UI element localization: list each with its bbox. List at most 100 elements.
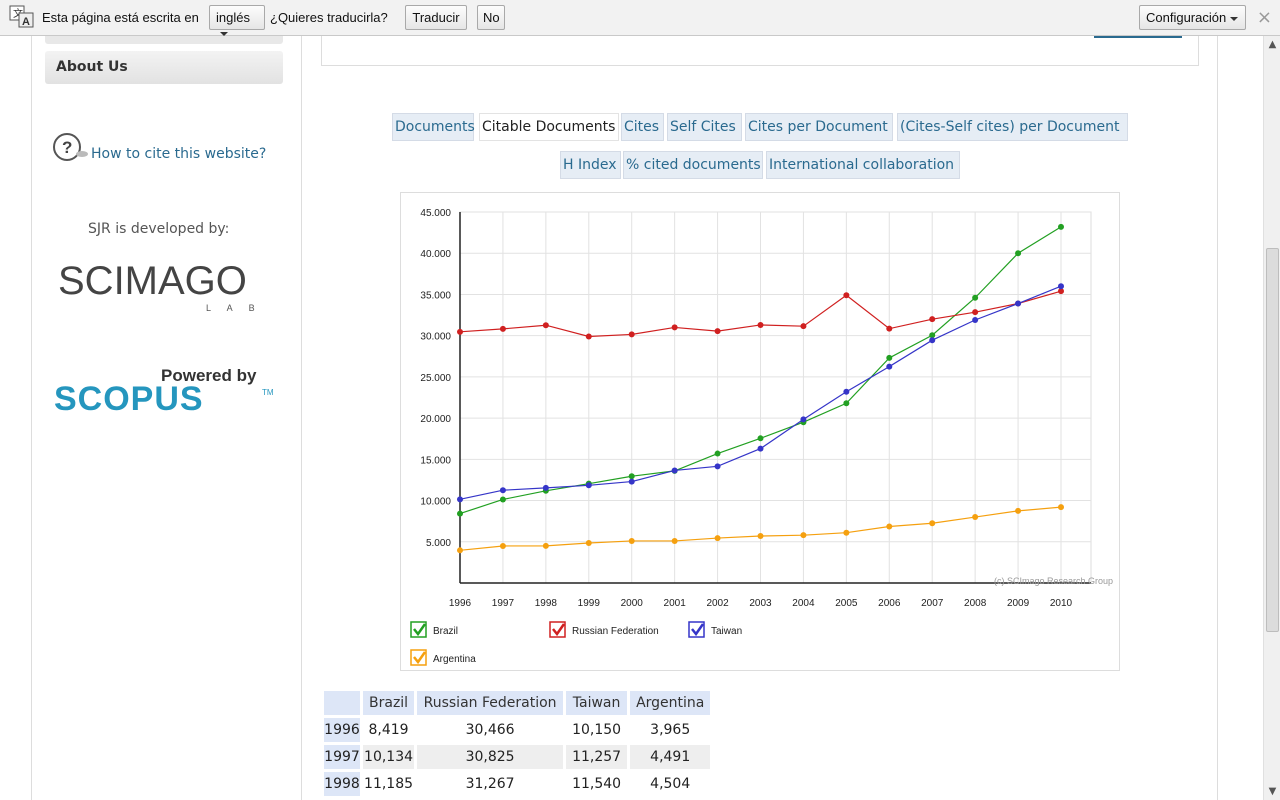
scimago-logo-sub: L A B bbox=[206, 303, 262, 313]
data-point bbox=[1058, 283, 1064, 290]
cite-website-link[interactable]: How to cite this website? bbox=[91, 146, 267, 162]
table-header-cell: Brazil bbox=[363, 691, 415, 715]
legend-check-icon bbox=[552, 623, 566, 637]
table-value-cell: 30,466 bbox=[465, 722, 515, 738]
legend-check-icon bbox=[691, 623, 705, 637]
tab-row2-1[interactable]: % cited documents bbox=[623, 151, 763, 179]
tab-row1-1[interactable]: Citable Documents bbox=[479, 113, 619, 141]
scopus-tm: TM bbox=[262, 388, 274, 397]
x-tick-label: 2006 bbox=[878, 598, 901, 609]
data-point bbox=[757, 533, 764, 540]
tab-row2-2[interactable]: International collaboration bbox=[766, 151, 960, 179]
sidebar: About Us ? How to cite this website? SJR… bbox=[32, 36, 302, 800]
top-box-accent bbox=[1094, 36, 1182, 38]
scimago-logo-text: SCIMAGO bbox=[58, 259, 247, 303]
data-point bbox=[1015, 250, 1022, 257]
plot-area bbox=[459, 211, 1092, 584]
tab-row1-0[interactable]: Documents bbox=[392, 113, 475, 141]
table-row: 1996 8,419 30,466 10,150 3,965 bbox=[324, 718, 710, 742]
scroll-up-icon[interactable]: ▲ bbox=[1268, 39, 1277, 50]
table-row: 1998 11,185 31,267 11,540 4,504 bbox=[324, 772, 710, 796]
scroll-down-icon[interactable]: ▼ bbox=[1268, 786, 1277, 797]
table-value-cell: 8,419 bbox=[368, 722, 409, 738]
x-tick-label: 2010 bbox=[1050, 598, 1073, 609]
x-tick-label: 2003 bbox=[749, 598, 772, 609]
legend-check-icon bbox=[413, 651, 427, 665]
svg-text:文: 文 bbox=[13, 7, 23, 20]
data-point bbox=[499, 325, 506, 332]
translate-icon: 文 A bbox=[9, 5, 34, 28]
menu-item-partial[interactable] bbox=[45, 36, 283, 44]
table-value-cell: 31,267 bbox=[465, 776, 515, 792]
table-value-cell: 11,540 bbox=[572, 776, 622, 792]
data-point bbox=[929, 332, 936, 339]
x-tick-label: 2002 bbox=[706, 598, 729, 609]
no-button[interactable]: No bbox=[477, 5, 505, 30]
language-select[interactable]: inglés bbox=[209, 5, 265, 36]
table-header-cell: Russian Federation bbox=[417, 691, 564, 715]
tab-row1-3[interactable]: Self Cites bbox=[667, 113, 742, 141]
table-value-cell: 11,185 bbox=[364, 776, 414, 792]
scopus-logo[interactable]: Powered by SCOPUS TM bbox=[54, 362, 279, 422]
data-point bbox=[671, 324, 678, 331]
table-header-row: Brazil Russian Federation Taiwan Argentina bbox=[324, 691, 711, 715]
chevron-down-icon bbox=[220, 31, 228, 36]
table-value-cell: 4,491 bbox=[630, 745, 711, 769]
tab-row1-5[interactable]: (Cites-Self cites) per Document bbox=[897, 113, 1128, 141]
table-year-cell: 1998 bbox=[324, 772, 360, 796]
legend-label: Brazil bbox=[433, 626, 458, 637]
translate-button[interactable]: Traducir bbox=[405, 5, 467, 30]
table-header-cell bbox=[324, 691, 360, 715]
data-point bbox=[929, 520, 936, 527]
x-tick-label: 1996 bbox=[449, 598, 472, 609]
data-table: Brazil Russian Federation Taiwan Argentina 1… bbox=[321, 688, 713, 799]
x-tick-label: 1999 bbox=[578, 598, 601, 609]
powered-by-text: Powered by bbox=[161, 366, 257, 385]
y-tick-label: 45.000 bbox=[420, 208, 451, 219]
scrollbar[interactable]: ▲ ▼ bbox=[1263, 36, 1280, 800]
data-point bbox=[671, 537, 678, 544]
page-frame bbox=[31, 36, 1218, 800]
tab-row1-4[interactable]: Cites per Document bbox=[745, 113, 893, 141]
data-point bbox=[800, 323, 807, 330]
data-point bbox=[800, 416, 807, 423]
tab-row2-0[interactable]: H Index bbox=[560, 151, 621, 179]
x-tick-label: 2005 bbox=[835, 598, 858, 609]
data-point bbox=[714, 328, 721, 335]
data-point bbox=[843, 400, 850, 407]
data-point bbox=[886, 325, 893, 332]
y-tick-label: 25.000 bbox=[420, 373, 451, 384]
table-value-cell: 10,150 bbox=[572, 722, 622, 738]
table-year-cell: 1996 bbox=[324, 718, 360, 742]
data-point bbox=[929, 337, 936, 344]
table-year-cell: 1997 bbox=[324, 745, 360, 769]
tab-row1-2[interactable]: Cites bbox=[621, 113, 664, 141]
data-point bbox=[542, 322, 549, 329]
scrollbar-thumb[interactable] bbox=[1266, 248, 1279, 632]
settings-button-label: Configuración bbox=[1146, 10, 1227, 25]
y-tick-label: 20.000 bbox=[420, 414, 451, 425]
data-point bbox=[972, 309, 979, 316]
x-tick-label: 2008 bbox=[964, 598, 987, 609]
settings-button[interactable]: Configuración bbox=[1139, 5, 1246, 30]
table-row: 1997 10,134 30,825 11,257 4,491 bbox=[324, 745, 711, 769]
menu-item-about-us[interactable]: About Us bbox=[45, 51, 283, 84]
x-tick-label: 1997 bbox=[492, 598, 515, 609]
data-point bbox=[1058, 288, 1064, 295]
x-tick-label: 2007 bbox=[921, 598, 944, 609]
data-point bbox=[499, 542, 506, 549]
y-tick-label: 5.000 bbox=[426, 538, 451, 549]
data-point bbox=[1015, 507, 1022, 514]
chevron-down-icon bbox=[1230, 16, 1239, 21]
data-point bbox=[843, 292, 850, 299]
scopus-logo-text: SCOPUS bbox=[54, 380, 204, 418]
scimago-logo[interactable]: SCIMAGO L A B bbox=[58, 258, 278, 318]
table-header-cell: Taiwan bbox=[566, 691, 628, 715]
data-point bbox=[929, 316, 936, 323]
y-tick-label: 10.000 bbox=[420, 497, 451, 508]
data-point bbox=[800, 532, 807, 539]
close-icon[interactable]: × bbox=[1256, 7, 1272, 28]
legend-label: Argentina bbox=[433, 654, 476, 665]
translate-bar: 文 A Esta página está escrita en inglés ¿… bbox=[0, 0, 1280, 36]
data-point bbox=[714, 463, 721, 470]
